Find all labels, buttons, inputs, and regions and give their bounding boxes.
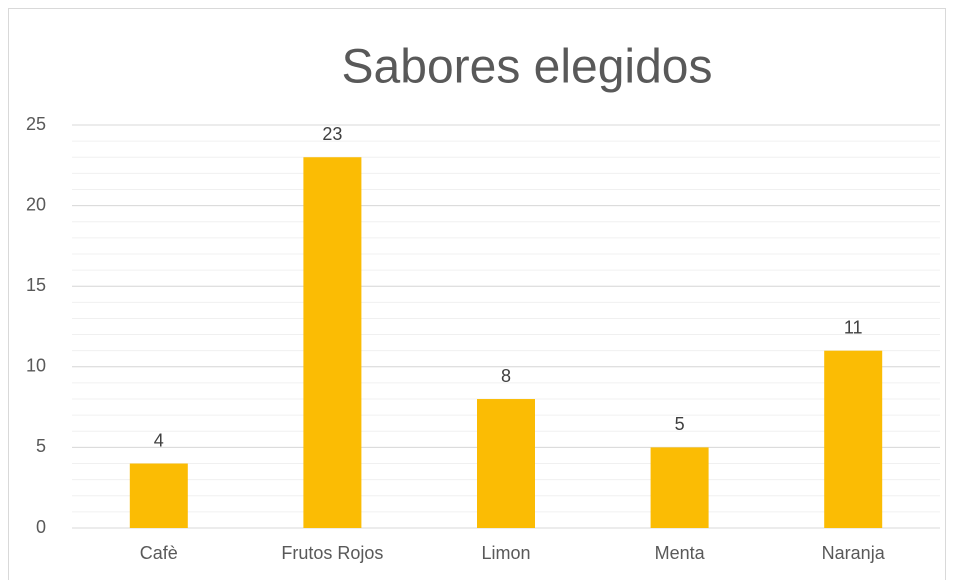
bar bbox=[650, 447, 709, 528]
y-tick-label: 5 bbox=[36, 436, 46, 456]
x-tick-label: Menta bbox=[655, 543, 706, 563]
bar bbox=[824, 350, 883, 528]
bar bbox=[129, 463, 188, 528]
data-label: 5 bbox=[675, 414, 685, 434]
x-tick-label: Cafè bbox=[140, 543, 178, 563]
x-tick-label: Limon bbox=[481, 543, 530, 563]
data-label: 4 bbox=[154, 430, 164, 450]
bar bbox=[303, 157, 362, 529]
y-tick-label: 0 bbox=[36, 517, 46, 537]
y-tick-label: 20 bbox=[26, 194, 46, 214]
data-label: 11 bbox=[844, 317, 863, 337]
y-tick-label: 15 bbox=[26, 275, 46, 295]
bar bbox=[477, 399, 535, 528]
x-tick-label: Naranja bbox=[822, 543, 886, 563]
chart-title: Sabores elegidos bbox=[342, 41, 713, 94]
x-tick-label: Frutos Rojos bbox=[281, 543, 383, 563]
data-label: 8 bbox=[501, 366, 511, 386]
data-label: 23 bbox=[322, 124, 342, 144]
y-tick-label: 10 bbox=[26, 356, 46, 376]
y-tick-label: 25 bbox=[26, 114, 46, 134]
